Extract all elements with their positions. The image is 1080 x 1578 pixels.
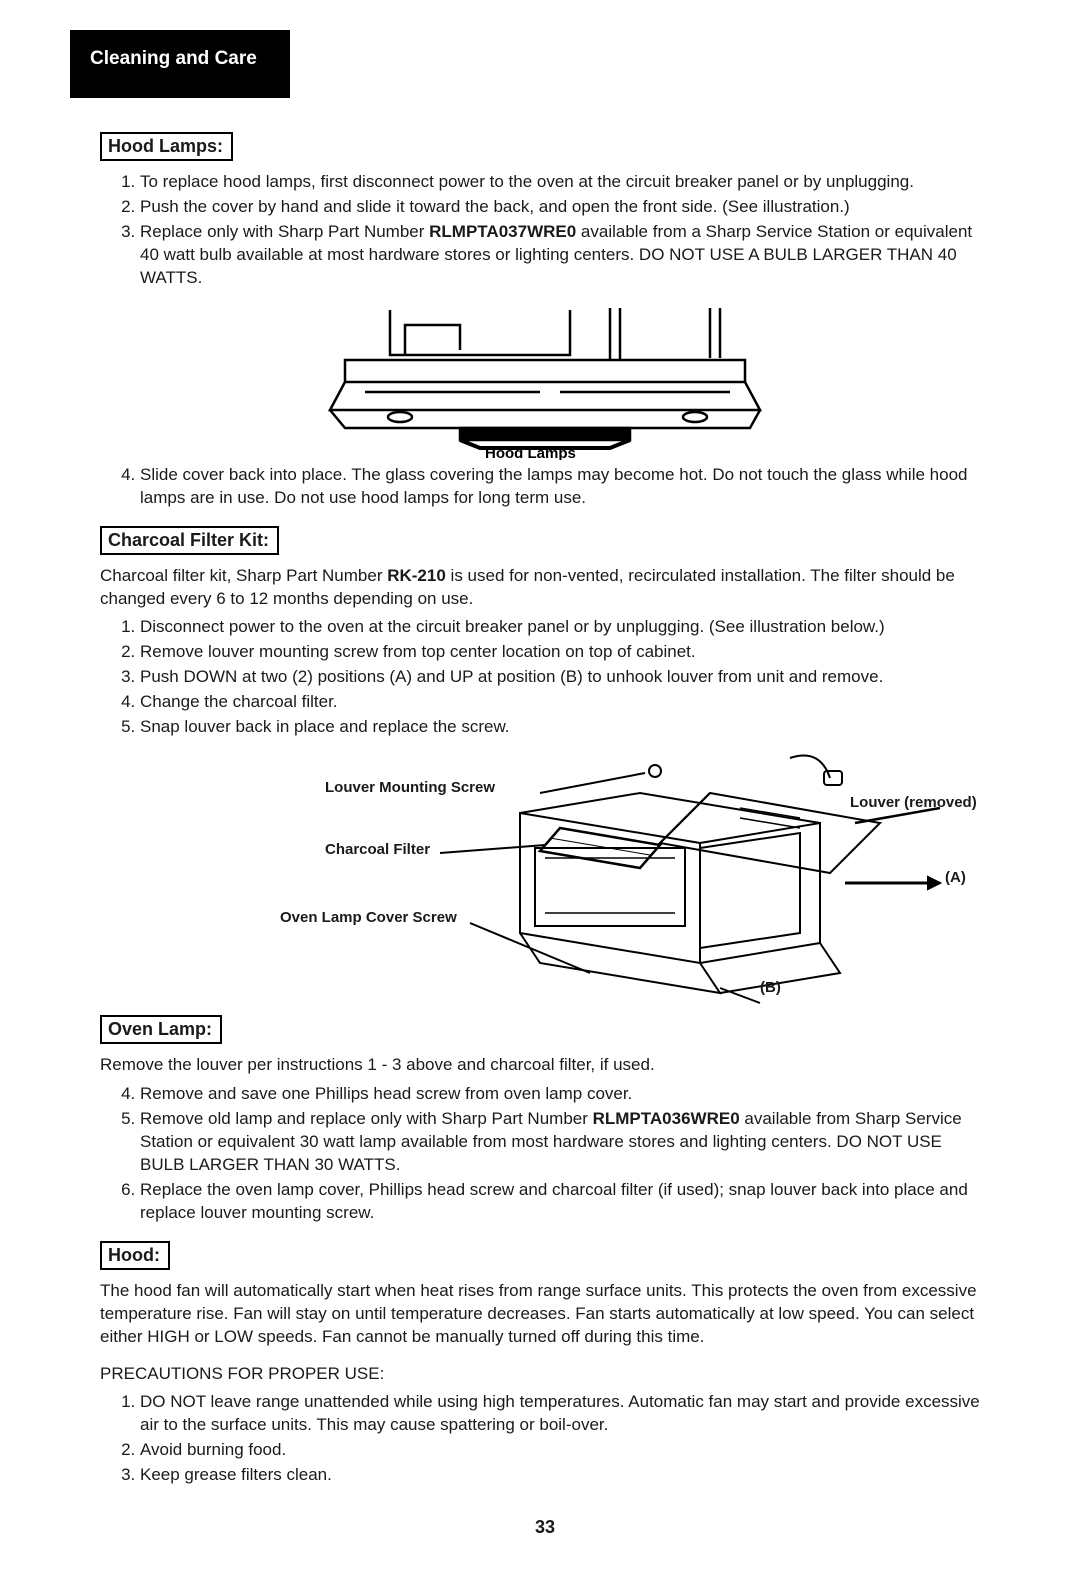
section-charcoal-title: Charcoal Filter Kit: [100, 526, 279, 555]
list-item: To replace hood lamps, first disconnect … [140, 171, 990, 194]
charcoal-intro: Charcoal filter kit, Sharp Part Number R… [100, 565, 990, 611]
list-item: Remove louver mounting screw from top ce… [140, 641, 990, 664]
page-content: Cleaning and Care Hood Lamps: To replace… [0, 0, 1080, 1578]
section-hood-lamps-title: Hood Lamps: [100, 132, 233, 161]
list-item: Change the charcoal filter. [140, 691, 990, 714]
oven-lamp-intro: Remove the louver per instructions 1 - 3… [100, 1054, 990, 1077]
list-item: Replace only with Sharp Part Number RLMP… [140, 221, 990, 290]
list-item: Push the cover by hand and slide it towa… [140, 196, 990, 219]
section-oven-lamp-title: Oven Lamp: [100, 1015, 222, 1044]
charcoal-diagram [100, 753, 980, 1013]
list-item: Avoid burning food. [140, 1439, 990, 1462]
label-b: (B) [760, 979, 781, 996]
list-item: Keep grease filters clean. [140, 1464, 990, 1487]
label-louver-screw: Louver Mounting Screw [325, 779, 495, 796]
header-band: Cleaning and Care [70, 30, 290, 98]
list-item: Slide cover back into place. The glass c… [140, 464, 990, 510]
section-hood-title: Hood: [100, 1241, 170, 1270]
list-item: DO NOT leave range unattended while usin… [140, 1391, 990, 1437]
list-item: Replace the oven lamp cover, Phillips he… [140, 1179, 990, 1225]
hood-lamps-diagram: Hood Lamps [310, 300, 780, 460]
header-title: Cleaning and Care [90, 48, 257, 69]
page-number: 33 [100, 1517, 990, 1538]
label-louver-removed: Louver (removed) [850, 794, 977, 811]
hood-para: The hood fan will automatically start wh… [100, 1280, 990, 1349]
label-charcoal-filter: Charcoal Filter [325, 841, 430, 858]
hood-lamps-list: To replace hood lamps, first disconnect … [120, 171, 990, 290]
charcoal-list: Disconnect power to the oven at the circ… [120, 616, 990, 739]
precautions-list: DO NOT leave range unattended while usin… [120, 1391, 990, 1487]
list-item: Snap louver back in place and replace th… [140, 716, 990, 739]
list-item: Disconnect power to the oven at the circ… [140, 616, 990, 639]
list-item: Push DOWN at two (2) positions (A) and U… [140, 666, 990, 689]
list-item: Remove old lamp and replace only with Sh… [140, 1108, 990, 1177]
oven-lamp-list: Remove and save one Phillips head screw … [120, 1083, 990, 1225]
precautions-title: PRECAUTIONS FOR PROPER USE: [100, 1363, 990, 1386]
charcoal-diagram-wrap: Louver Mounting Screw Louver (removed) C… [100, 749, 990, 1009]
hood-lamps-caption: Hood Lamps [485, 445, 576, 460]
label-a: (A) [945, 869, 966, 886]
label-oven-lamp-cover: Oven Lamp Cover Screw [280, 909, 457, 926]
hood-lamps-list-2: Slide cover back into place. The glass c… [120, 464, 990, 510]
list-item: Remove and save one Phillips head screw … [140, 1083, 990, 1106]
